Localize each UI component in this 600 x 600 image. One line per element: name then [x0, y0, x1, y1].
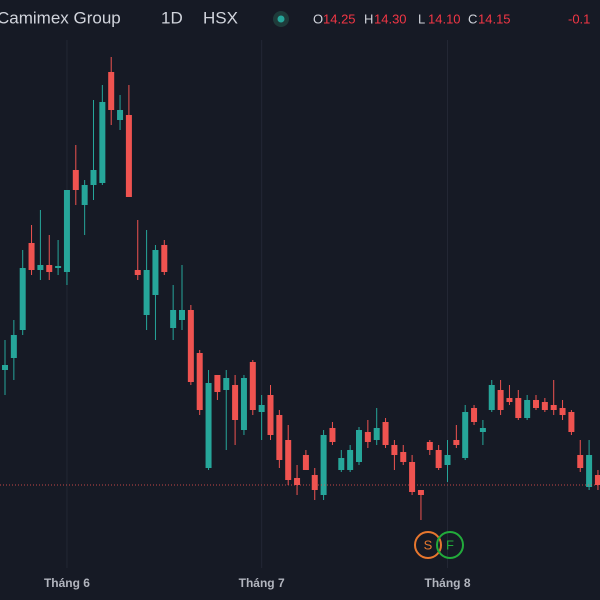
candle-body	[170, 310, 177, 328]
candle-body	[338, 458, 345, 470]
candle-body	[391, 445, 398, 455]
ohlc-key: H	[364, 11, 373, 26]
candle-body	[417, 490, 424, 495]
candle-body	[524, 400, 531, 418]
candle-body	[28, 243, 35, 270]
candle-body	[37, 265, 44, 270]
candle-body	[223, 378, 230, 390]
x-tick-label: Tháng 7	[239, 576, 285, 590]
candle-body	[187, 310, 194, 382]
candle-body	[143, 270, 150, 315]
candle-body	[444, 455, 451, 465]
candle-body	[63, 190, 70, 272]
candle-body	[99, 102, 106, 183]
event-marker	[414, 531, 442, 559]
candle-body	[249, 362, 256, 410]
candle-body	[152, 250, 159, 295]
candle-body	[541, 402, 548, 410]
candle-body	[364, 432, 371, 442]
candle-body	[179, 310, 185, 320]
candle-body	[488, 385, 495, 410]
candle-body	[90, 170, 97, 185]
candle-body	[294, 478, 301, 485]
exchange: HSX	[203, 8, 238, 27]
ohlc-value: 14.30	[374, 11, 407, 26]
interval: 1D	[161, 8, 183, 27]
candle-body	[2, 365, 8, 370]
candle-body	[356, 430, 362, 462]
header: Camimex Group 1D HSX O 14.25 H 14.30 L 14.10 C…	[0, 8, 590, 27]
candle-body	[550, 405, 557, 410]
candle-body	[10, 335, 17, 358]
candle-body	[373, 428, 380, 440]
candle-body	[594, 475, 600, 485]
candle-body	[329, 428, 336, 442]
status-dot	[277, 15, 285, 23]
candle-body	[586, 455, 593, 487]
candle-body	[302, 455, 309, 470]
candle-body	[161, 245, 168, 272]
candle-body	[479, 428, 486, 432]
candle-body	[435, 450, 442, 468]
candle-body	[108, 72, 115, 110]
symbol-name: Camimex Group	[0, 8, 121, 27]
candle-body	[117, 110, 124, 120]
event-marker	[436, 531, 464, 559]
ohlc-key: C	[468, 11, 477, 26]
candle-body	[125, 115, 132, 197]
candle-body	[426, 442, 433, 450]
candle-body	[19, 268, 26, 330]
candle-body	[568, 412, 575, 432]
candle-body	[214, 375, 221, 392]
candle-body	[258, 405, 265, 412]
x-tick-label: Tháng 8	[424, 576, 470, 590]
ohlc-value: 14.25	[323, 11, 356, 26]
candle-body	[453, 440, 460, 445]
candle-body	[276, 415, 283, 460]
candle-body	[81, 185, 88, 205]
candle-body	[232, 385, 239, 420]
candle-body	[205, 383, 212, 468]
candle-body	[533, 400, 539, 408]
candle-body	[506, 398, 513, 402]
ohlc-key: L	[418, 11, 425, 26]
candle-body	[196, 353, 203, 410]
candle-body	[382, 422, 389, 445]
candle-body	[471, 408, 478, 422]
candle-body	[240, 378, 247, 430]
candle-body	[409, 462, 416, 492]
ohlc-value: 14.15	[478, 11, 511, 26]
candle-body	[462, 412, 469, 458]
candle-body	[134, 270, 141, 275]
candle-body	[320, 435, 327, 495]
change: -0.1	[568, 11, 590, 26]
event-label: F	[446, 537, 454, 552]
candle-body	[311, 475, 318, 490]
candle-body	[400, 452, 407, 462]
candle-body	[577, 455, 584, 468]
ohlc-key: O	[313, 11, 323, 26]
event-label: S	[424, 537, 433, 552]
ohlc-value: 14.10	[428, 11, 461, 26]
candle-body	[285, 440, 292, 480]
candle-body	[55, 266, 62, 268]
candle-body	[497, 390, 504, 410]
candle-body	[515, 398, 522, 418]
x-tick-label: Tháng 6	[44, 576, 90, 590]
candle-body	[72, 170, 79, 190]
candle-body	[267, 395, 274, 435]
candle-body	[46, 265, 53, 272]
candle-body	[559, 408, 566, 415]
candle-body	[347, 450, 354, 470]
